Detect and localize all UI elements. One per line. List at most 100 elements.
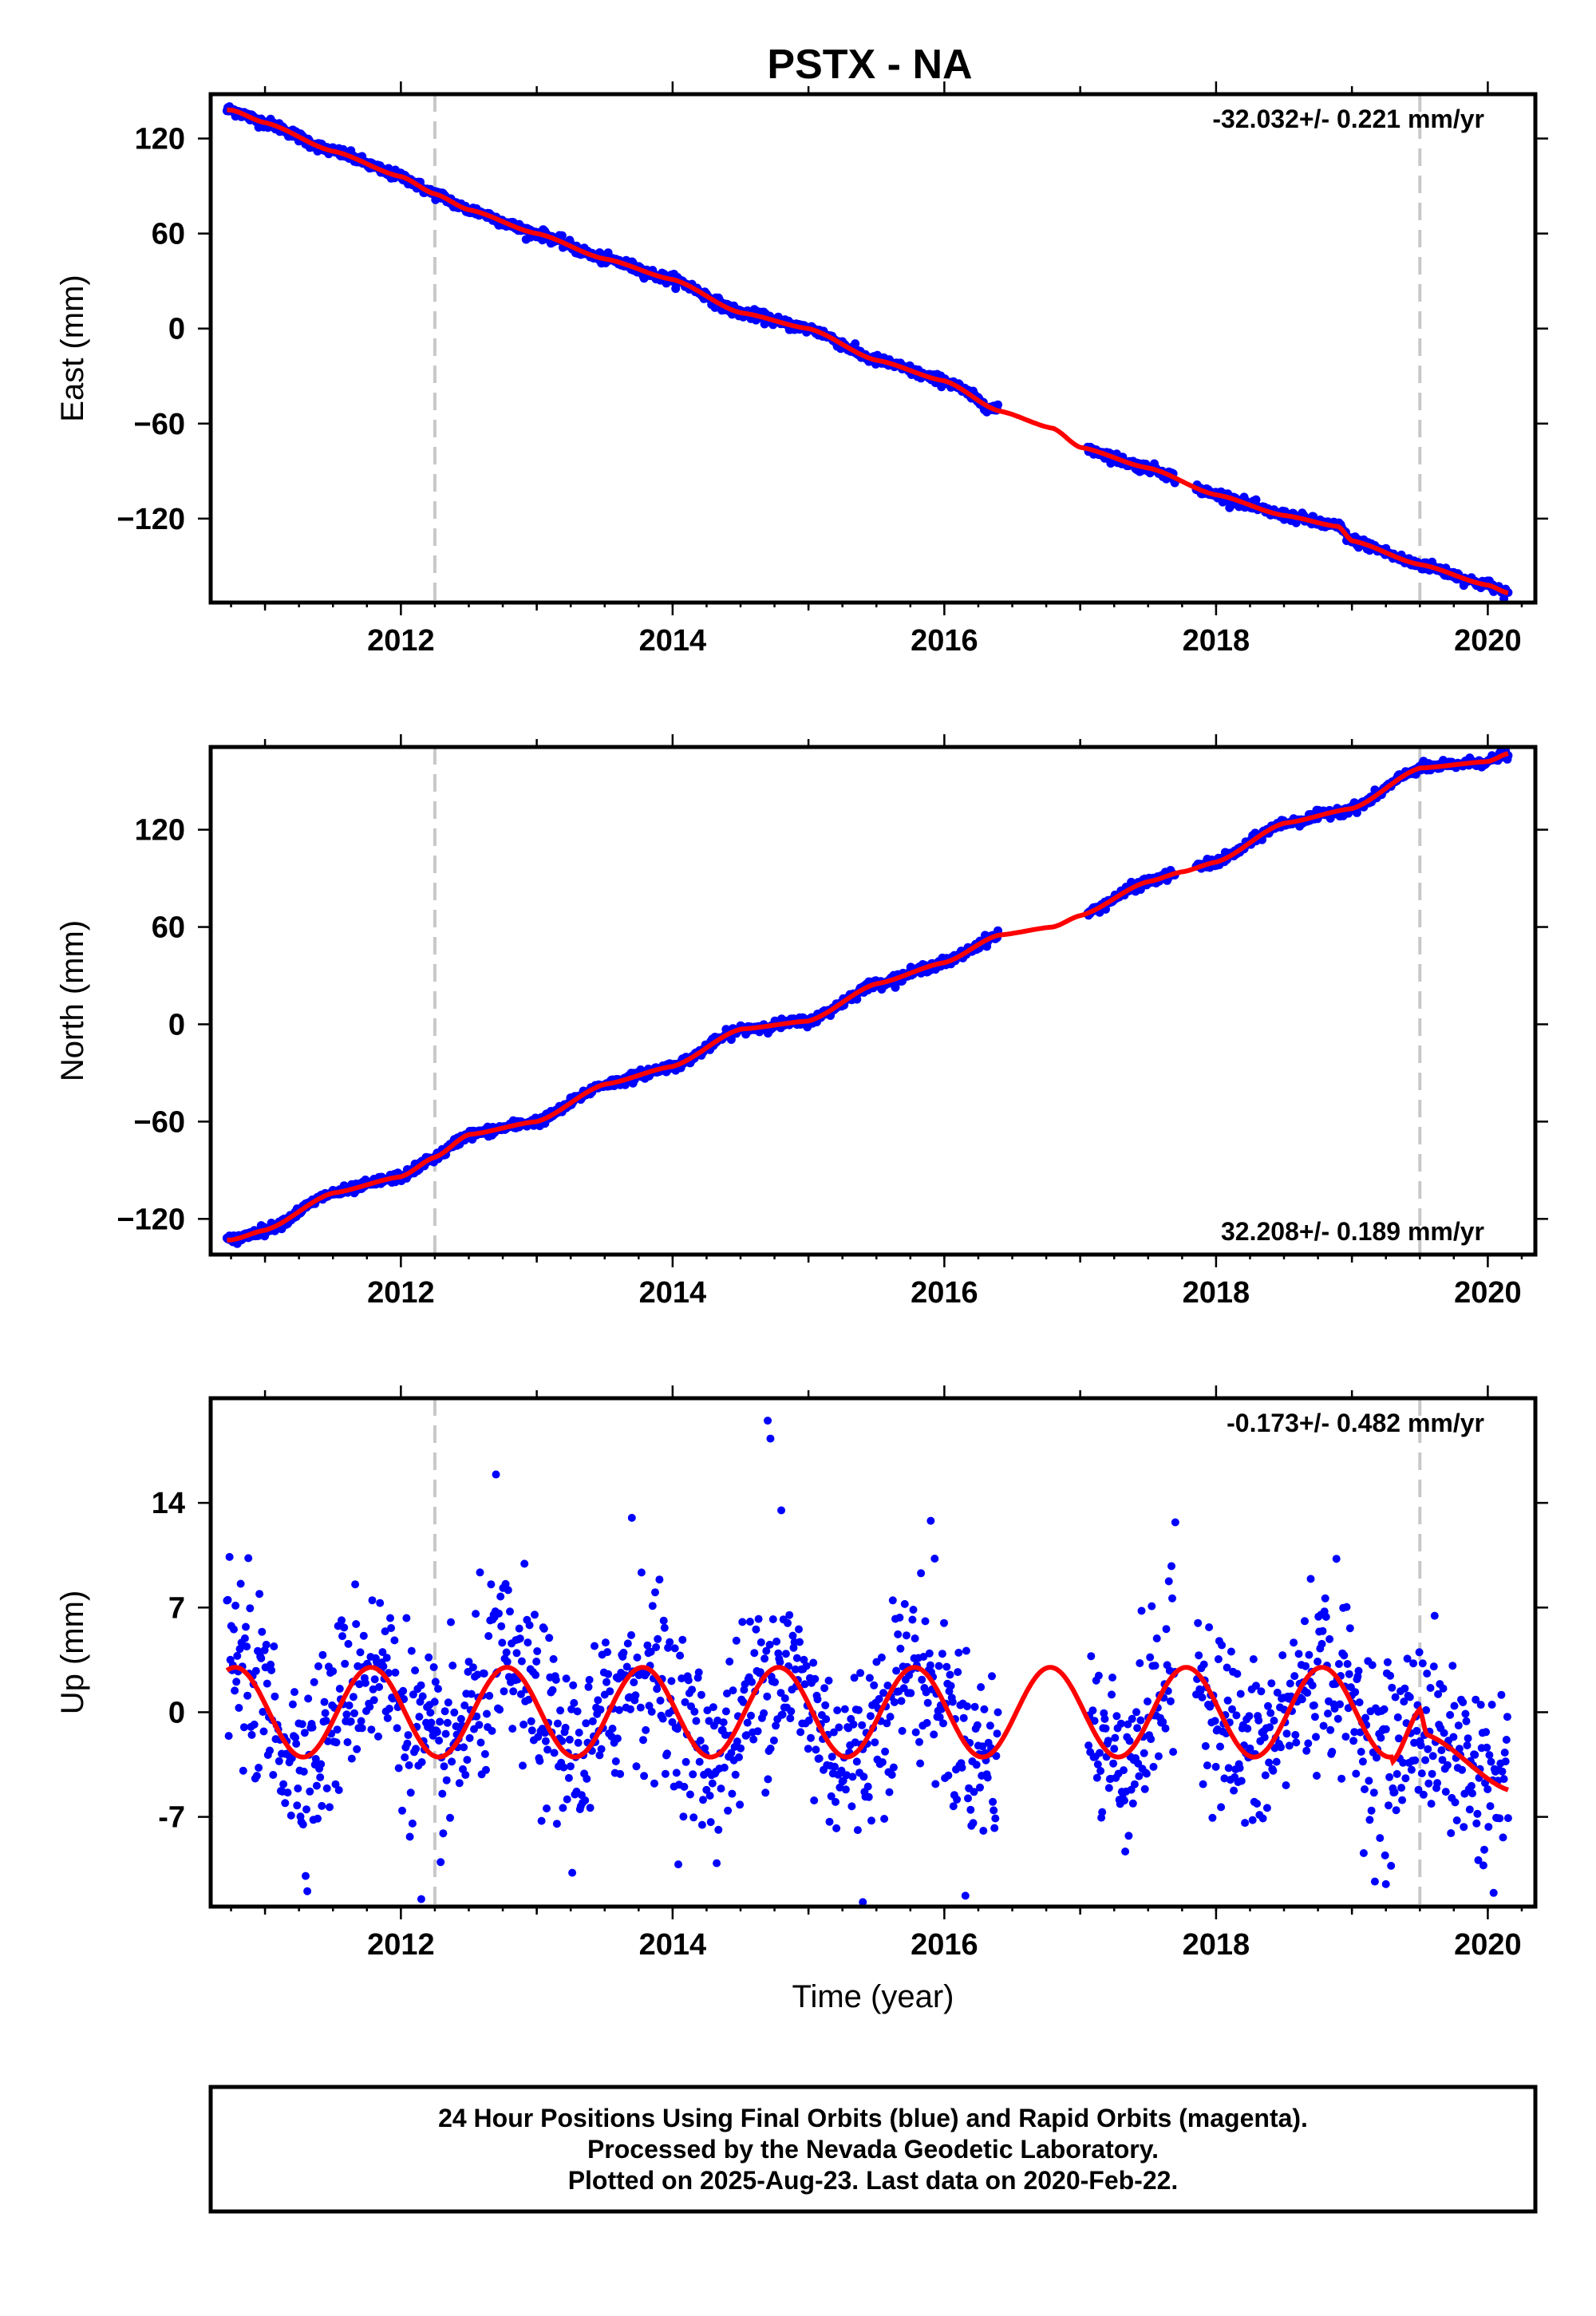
x-tick-label: 2012 — [367, 1928, 435, 1962]
data-point — [440, 1762, 448, 1771]
data-point — [1417, 1769, 1426, 1778]
data-point — [1393, 1769, 1401, 1778]
data-point — [1264, 1701, 1272, 1710]
data-point — [878, 1758, 887, 1767]
data-point — [1270, 1717, 1278, 1725]
data-point — [581, 1796, 590, 1804]
outlier-point — [926, 1516, 935, 1525]
data-point — [918, 1675, 926, 1684]
data-point — [1154, 1752, 1163, 1761]
data-point — [271, 1692, 279, 1701]
data-point — [735, 1753, 743, 1761]
data-point — [821, 1701, 830, 1709]
data-point — [531, 1611, 539, 1619]
data-point — [259, 1727, 268, 1736]
data-point — [604, 1670, 613, 1678]
data-point — [302, 1805, 310, 1814]
data-point — [255, 1590, 264, 1599]
data-point — [412, 1745, 421, 1753]
data-point — [438, 1789, 447, 1798]
data-point — [255, 1764, 263, 1772]
data-point — [1343, 1660, 1352, 1668]
data-point — [822, 1715, 831, 1724]
data-point — [365, 1702, 374, 1711]
data-point — [1487, 1701, 1496, 1709]
footer-line-2: Processed by the Nevada Geodetic Laborat… — [587, 2135, 1159, 2164]
data-point — [1333, 1714, 1342, 1723]
data-point — [780, 1694, 789, 1702]
data-point — [863, 1782, 872, 1791]
data-point — [1385, 1801, 1393, 1810]
data-point — [832, 1824, 841, 1832]
data-point — [267, 1666, 276, 1674]
data-point — [852, 1757, 861, 1766]
data-point — [986, 1721, 994, 1730]
data-point — [719, 1718, 728, 1727]
data-point — [303, 1887, 312, 1895]
rate-annotation: 32.208+/- 0.189 mm/yr — [1221, 1217, 1484, 1246]
data-point — [954, 1668, 962, 1677]
data-point — [636, 1703, 645, 1712]
data-point — [1087, 1652, 1096, 1661]
data-point — [310, 1678, 318, 1686]
y-tick-label: 14 — [152, 1487, 185, 1520]
data-point — [496, 1705, 504, 1714]
data-point — [1385, 1773, 1394, 1781]
y-tick-label: 120 — [135, 814, 185, 848]
data-point — [1249, 1655, 1258, 1663]
outlier-point — [492, 1470, 500, 1479]
data-point — [461, 1771, 470, 1779]
data-point — [1380, 1705, 1389, 1713]
data-point — [345, 1701, 354, 1709]
outlier-point — [777, 1506, 786, 1515]
data-point — [1243, 1725, 1252, 1733]
data-point — [690, 1707, 699, 1716]
data-point — [802, 1662, 811, 1670]
data-point — [573, 1707, 582, 1716]
y-axis-label: Up (mm) — [55, 1591, 90, 1715]
model-line — [227, 107, 1509, 596]
plot-frame — [208, 92, 1538, 605]
data-point — [714, 1825, 723, 1834]
data-point — [1116, 1719, 1125, 1728]
data-point — [1285, 1741, 1294, 1750]
x-tick-label: 2018 — [1183, 624, 1250, 658]
data-point — [465, 1733, 474, 1742]
data-point — [1479, 1861, 1487, 1870]
data-point — [1489, 1888, 1498, 1897]
data-point — [1440, 1729, 1448, 1737]
data-point — [582, 1719, 591, 1728]
x-tick-label: 2020 — [1454, 1928, 1522, 1962]
data-point — [1462, 1717, 1471, 1725]
data-point — [890, 1697, 899, 1706]
data-point — [815, 1754, 824, 1763]
data-point — [500, 1687, 508, 1696]
data-point — [1195, 1651, 1203, 1660]
data-point — [964, 1794, 972, 1803]
data-point — [1096, 1749, 1104, 1757]
data-point — [1499, 1833, 1507, 1842]
data-point — [1306, 1575, 1315, 1583]
data-point — [1495, 1814, 1504, 1823]
data-point — [1312, 1733, 1320, 1741]
data-point — [886, 1713, 895, 1721]
data-point — [608, 1725, 617, 1733]
data-point — [833, 1706, 842, 1715]
data-point — [1424, 1745, 1432, 1753]
data-point — [807, 1733, 815, 1742]
data-point — [1412, 1726, 1421, 1735]
data-point — [1498, 1767, 1507, 1776]
data-point — [318, 1650, 327, 1659]
data-point — [865, 1674, 874, 1682]
data-point — [1125, 1737, 1134, 1745]
data-point — [1142, 1769, 1151, 1778]
data-point — [934, 1662, 943, 1670]
data-point — [1235, 1764, 1244, 1773]
data-point — [1140, 1749, 1148, 1757]
data-point — [347, 1754, 356, 1763]
data-point — [1151, 1662, 1159, 1670]
data-point — [963, 1702, 971, 1711]
data-point — [930, 1555, 939, 1563]
data-point — [1260, 1733, 1269, 1741]
data-point — [537, 1816, 546, 1825]
